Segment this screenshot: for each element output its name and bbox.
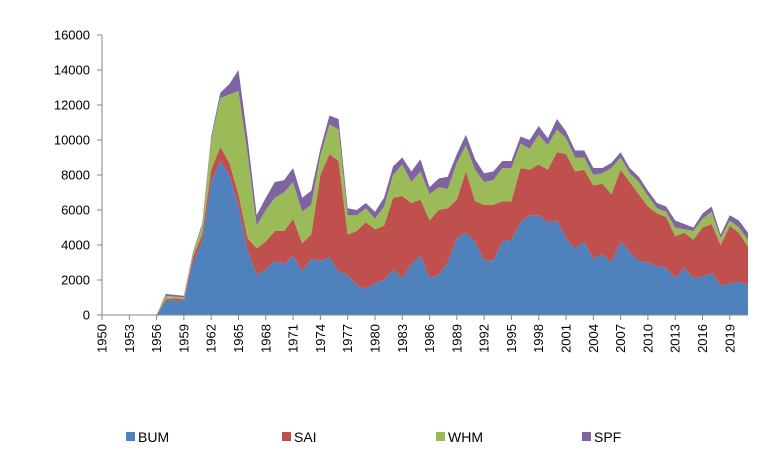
y-tick-label: 4000 bbox=[61, 238, 90, 253]
x-tick-label: 1995 bbox=[504, 324, 519, 353]
x-tick-label: 1977 bbox=[340, 324, 355, 353]
x-tick-label: 1959 bbox=[176, 324, 191, 353]
area-bum bbox=[102, 161, 748, 315]
x-tick-label: 1992 bbox=[477, 324, 492, 353]
area-whm bbox=[102, 91, 748, 315]
y-tick-label: 16000 bbox=[54, 28, 90, 43]
y-axis-ticks: 0 2000 4000 6000 8000 10000 12000 14000 16000 bbox=[54, 28, 102, 323]
x-tick-label: 1986 bbox=[422, 324, 437, 353]
x-tick-label: 1968 bbox=[258, 324, 273, 353]
area-series-group bbox=[102, 70, 748, 315]
legend-swatch-sai bbox=[282, 432, 291, 441]
x-tick-label: 2001 bbox=[559, 324, 574, 353]
legend-swatch-bum bbox=[126, 432, 135, 441]
x-tick-label: 2013 bbox=[668, 324, 683, 353]
y-tick-label: 12000 bbox=[54, 98, 90, 113]
x-axis-ticks: 1950 1953 1956 1959 1962 1965 1968 1971 1974 1977… bbox=[95, 315, 737, 353]
x-tick-label: 2010 bbox=[640, 324, 655, 353]
x-tick-label: 1950 bbox=[95, 324, 110, 353]
y-tick-label: 2000 bbox=[61, 273, 90, 288]
x-tick-label: 2004 bbox=[586, 324, 601, 353]
x-tick-label: 2019 bbox=[722, 324, 737, 353]
legend-swatch-whm bbox=[436, 432, 445, 441]
y-tick-label: 14000 bbox=[54, 63, 90, 78]
x-tick-label: 1974 bbox=[313, 324, 328, 353]
legend-label-sai: SAI bbox=[294, 429, 317, 445]
legend: BUM SAI WHM SPF bbox=[126, 429, 621, 445]
x-tick-label: 1956 bbox=[149, 324, 164, 353]
x-tick-label: 1983 bbox=[395, 324, 410, 353]
legend-swatch-spf bbox=[582, 432, 591, 441]
x-tick-label: 1965 bbox=[231, 324, 246, 353]
legend-label-whm: WHM bbox=[448, 429, 483, 445]
y-tick-label: 10000 bbox=[54, 133, 90, 148]
y-tick-label: 8000 bbox=[61, 168, 90, 183]
x-tick-label: 2007 bbox=[613, 324, 628, 353]
x-tick-label: 1962 bbox=[204, 324, 219, 353]
legend-label-bum: BUM bbox=[138, 429, 169, 445]
x-tick-label: 1989 bbox=[449, 324, 464, 353]
area-sai bbox=[102, 147, 748, 315]
x-tick-label: 2016 bbox=[695, 324, 710, 353]
x-tick-label: 1980 bbox=[367, 324, 382, 353]
y-tick-label: 0 bbox=[83, 308, 90, 323]
x-tick-label: 1998 bbox=[531, 324, 546, 353]
legend-label-spf: SPF bbox=[594, 429, 621, 445]
x-tick-label: 1971 bbox=[286, 324, 301, 353]
x-tick-label: 1953 bbox=[122, 324, 137, 353]
y-tick-label: 6000 bbox=[61, 203, 90, 218]
